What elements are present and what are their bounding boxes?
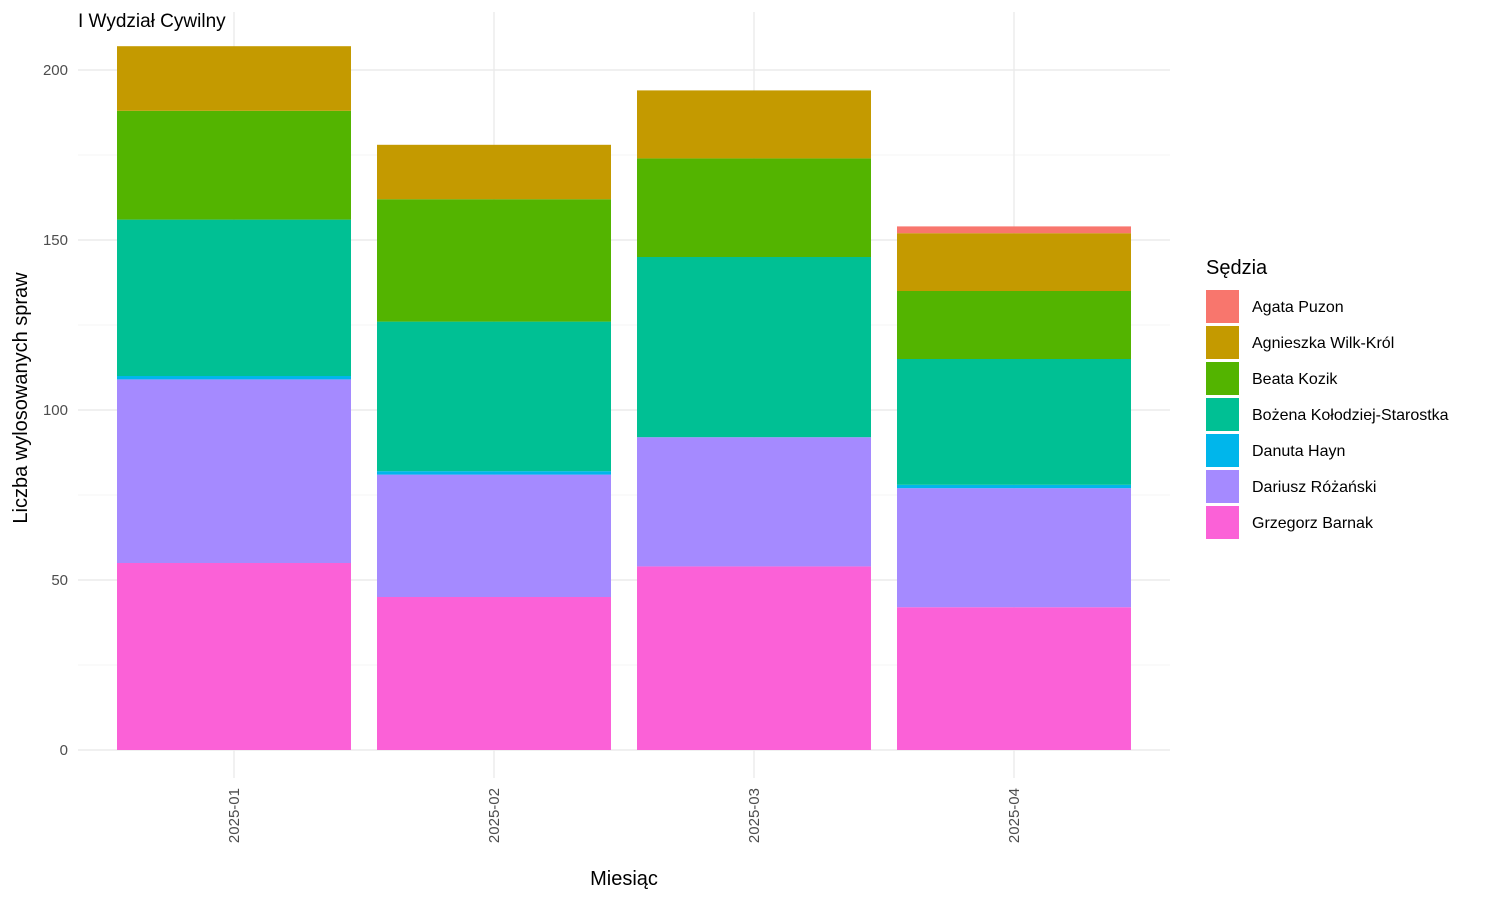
bar-segment: Beata Kozik 2025-02: 36 [377, 199, 611, 322]
bar-segment: Beata Kozik 2025-04: 20 [897, 291, 1131, 359]
x-tick-label: 2025-03 [746, 788, 763, 843]
bar-segment: Agnieszka Wilk-Król 2025-03: 20 [637, 90, 871, 159]
bar-segment: Dariusz Różański 2025-03: 38 [637, 437, 871, 567]
x-tick-label: 2025-02 [486, 788, 503, 843]
legend-key-swatch [1206, 290, 1239, 323]
bar-layer: Grzegorz Barnak 2025-01: 55Dariusz Różań… [117, 46, 1131, 750]
legend-key-swatch [1206, 362, 1239, 395]
x-tick-labels: 2025-01 2025-02 2025-03 2025-04 [226, 788, 1023, 843]
legend-key-label: Grzegorz Barnak [1252, 515, 1374, 532]
legend-key-swatch [1206, 398, 1239, 431]
y-tick-label: 150 [43, 232, 68, 249]
bar-segment: Agata Puzon 2025-04: 2 [897, 226, 1131, 234]
chart-title: I Wydział Cywilny [78, 11, 226, 32]
bar-segment: Grzegorz Barnak 2025-02: 45 [377, 597, 611, 750]
legend-key-label: Danuta Hayn [1252, 443, 1345, 460]
bar-segment: Bożena Kołodziej-Starostka 2025-04: 37 [897, 359, 1131, 485]
x-tick-label: 2025-01 [226, 788, 243, 843]
legend-key-swatch [1206, 470, 1239, 503]
bar-segment: Dariusz Różański 2025-02: 36 [377, 474, 611, 597]
legend-key-label: Bożena Kołodziej-Starostka [1252, 407, 1449, 424]
bar-segment: Bożena Kołodziej-Starostka 2025-02: 44 [377, 321, 611, 472]
bar-segment: Bożena Kołodziej-Starostka 2025-01: 46 [117, 219, 351, 376]
legend-key-swatch [1206, 506, 1239, 539]
bar-segment: Bożena Kołodziej-Starostka 2025-03: 53 [637, 257, 871, 438]
y-tick-label: 50 [51, 572, 68, 589]
legend: Sędzia Agata Puzon Agnieszka Wilk-Król Bea… [1206, 257, 1449, 539]
x-tick-label: 2025-04 [1006, 788, 1023, 843]
legend-title: Sędzia [1206, 257, 1268, 279]
legend-key-label: Dariusz Różański [1252, 479, 1376, 496]
legend-key-swatch [1206, 326, 1239, 359]
y-tick-label: 200 [43, 62, 68, 79]
legend-key-label: Agata Puzon [1252, 299, 1344, 316]
bar-segment: Agnieszka Wilk-Król 2025-01: 19 [117, 46, 351, 111]
legend-key-label: Beata Kozik [1252, 371, 1338, 388]
legend-key-label: Agnieszka Wilk-Król [1252, 335, 1394, 352]
y-tick-labels: 0 50 100 150 200 [43, 62, 68, 759]
bar-segment: Grzegorz Barnak 2025-04: 42 [897, 607, 1131, 750]
bar-segment: Agnieszka Wilk-Król 2025-04: 17 [897, 233, 1131, 291]
x-axis-title: Miesiąc [590, 868, 658, 890]
bar-segment: Danuta Hayn 2025-01: 1 [117, 376, 351, 380]
bar-segment: Danuta Hayn 2025-02: 1 [377, 471, 611, 475]
y-axis-title: Liczba wylosowanych spraw [10, 272, 32, 524]
bar-segment: Grzegorz Barnak 2025-01: 55 [117, 563, 351, 750]
y-tick-label: 0 [60, 742, 68, 759]
bar-segment: Beata Kozik 2025-03: 29 [637, 158, 871, 257]
bar-segment: Dariusz Różański 2025-04: 35 [897, 488, 1131, 608]
y-tick-label: 100 [43, 402, 68, 419]
bar-segment: Agnieszka Wilk-Król 2025-02: 16 [377, 144, 611, 200]
legend-key-swatch [1206, 434, 1239, 467]
bar-segment: Grzegorz Barnak 2025-03: 54 [637, 566, 871, 750]
bar-segment: Dariusz Różański 2025-01: 54 [117, 379, 351, 563]
bar-segment: Danuta Hayn 2025-04: 1 [897, 484, 1131, 489]
bar-segment: Beata Kozik 2025-01: 32 [117, 110, 351, 220]
